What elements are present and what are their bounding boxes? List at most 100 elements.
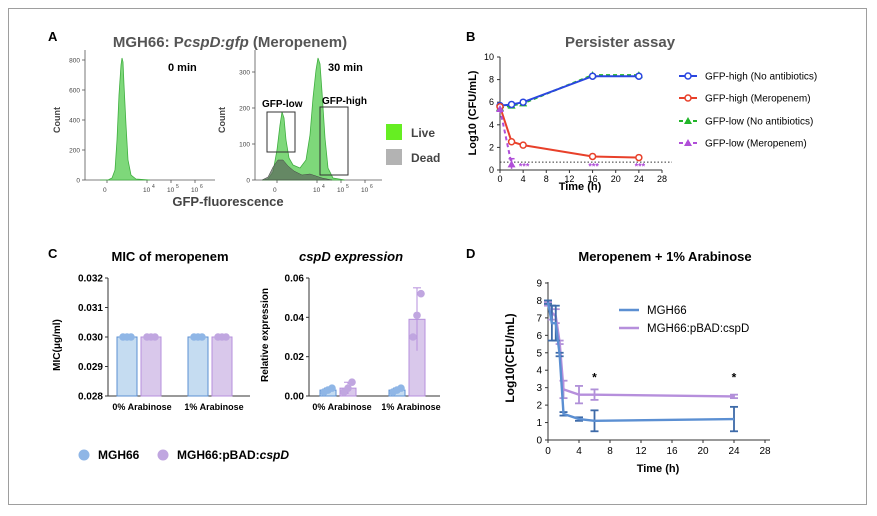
arabinose-plot: * *	[544, 299, 738, 433]
flow-xtick-exponent: 6	[200, 184, 203, 190]
flow-title: MGH66: PcspD:gfp (Meropenem)	[113, 34, 347, 51]
legend-mgh66: MGH66	[98, 448, 140, 462]
arabinose-ytick-label: 3	[536, 383, 542, 394]
arabinose-xtick-label: 20	[697, 446, 709, 457]
panel-a: MGH66: PcspD:gfp (Meropenem) Count 0 200 4…	[52, 34, 440, 209]
data-point	[507, 138, 516, 146]
persister-ytick-label: 6	[489, 97, 494, 107]
mic-plot: 0.028 0.029 0.030 0.031 0.032 0% Arabinose 1% …	[78, 274, 244, 413]
data-point	[635, 72, 643, 80]
mic-ylabel: MIC(μg/ml)	[52, 319, 63, 371]
expr-category-label: 1% Arabinose	[381, 402, 440, 412]
flow-ytick-label: 600	[69, 88, 80, 95]
series-line-1	[499, 106, 639, 159]
expr-ytick-label: 0.00	[285, 392, 305, 403]
persister-ytick-label: 2	[489, 142, 494, 152]
flow-xtick-label: 10	[167, 187, 175, 194]
expr-data-point	[417, 289, 425, 298]
persister-xtick-label: 16	[588, 174, 598, 184]
significance-marker: *	[732, 371, 737, 385]
persister-xtick-label: 8	[544, 174, 549, 184]
expr-data-point	[348, 378, 356, 387]
flow-right-xticks: 0 10 4 10 5 10 6	[273, 180, 373, 194]
significance-marker: ***	[635, 162, 646, 172]
gate-low-box	[266, 111, 296, 153]
persister-xtick-label: 4	[521, 174, 526, 184]
arabinose-ytick-label: 1	[536, 418, 542, 429]
legend-marker	[684, 139, 692, 146]
flow-ytick-label: 200	[239, 106, 250, 113]
panel-d: Meropenem + 1% Arabinose Log10(CFU/mL) T…	[503, 249, 771, 475]
flow-right-yticks: 0 100 200 300	[239, 70, 255, 185]
gate-low-label: GFP-low	[262, 99, 303, 110]
flow-xtick-exponent: 4	[322, 184, 325, 190]
arabinose-ytick-label: 4	[536, 366, 542, 377]
arabinose-xtick-label: 0	[545, 446, 551, 457]
gate-high-box	[319, 106, 349, 176]
legend-marker	[684, 94, 692, 102]
expr-data-point	[409, 333, 417, 341]
legend-label: GFP-high (Meropenem)	[705, 94, 811, 105]
persister-plot: *** *** ***	[496, 71, 672, 172]
data-point	[519, 141, 527, 149]
mic-bar	[211, 336, 233, 397]
significance-marker: *	[592, 371, 597, 385]
legend-pbad-dot	[157, 449, 169, 461]
flow-xtick-label: 0	[103, 187, 107, 194]
arabinose-xtick-label: 28	[759, 446, 771, 457]
persister-xtick-label: 24	[634, 174, 644, 184]
legend-mgh66-dot	[78, 449, 90, 461]
persister-ytick-label: 4	[489, 120, 494, 130]
arabinose-ytick-label: 2	[536, 401, 542, 412]
flow-ytick-label: 200	[69, 148, 80, 155]
panel-c-mic: MIC of meropenem MIC(μg/ml) 0.0280.0290.…	[52, 249, 250, 412]
significance-marker: ***	[588, 162, 599, 172]
legend-pbad: MGH66:pBAD:cspD	[177, 448, 289, 462]
arabinose-xlabel: Time (h)	[637, 463, 680, 475]
dead-swatch	[386, 149, 402, 165]
panel-b: Persister assay Log10 (CFU/mL) Time (h) …	[467, 34, 817, 193]
expr-data-point	[344, 384, 352, 392]
persister-title: Persister assay	[565, 34, 676, 51]
mic-ytick-label: 0.032	[78, 274, 103, 285]
mic-category-label: 0% Arabinose	[112, 402, 171, 412]
arabinose-series-line	[546, 301, 735, 423]
flow-xtick-label: 10	[337, 187, 345, 194]
dead-histogram-30min	[261, 159, 333, 181]
mic-data-point	[222, 333, 230, 341]
arabinose-xtick-label: 8	[607, 446, 613, 457]
flow-xtick-label: 10	[143, 187, 151, 194]
expr-title: cspD expression	[299, 249, 403, 264]
persister-legend: GFP-high (No antibiotics) GFP-high (Merop…	[679, 72, 817, 150]
flow-ytick-label: 800	[69, 58, 80, 65]
data-point	[519, 98, 527, 106]
legend-label: GFP-low (Meropenem)	[705, 139, 807, 150]
expr-ylabel: Relative expression	[260, 288, 271, 382]
expr-data-point	[413, 311, 421, 320]
arabinose-xtick-label: 16	[666, 446, 678, 457]
flow-xtick-label: 10	[313, 187, 321, 194]
time-label-30min: 30 min	[328, 62, 363, 74]
panel-label-d: D	[466, 246, 475, 261]
panel-label-a: A	[48, 29, 58, 44]
arabinose-xtick-label: 12	[635, 446, 647, 457]
mic-title: MIC of meropenem	[111, 249, 228, 264]
mic-data-point	[127, 333, 135, 341]
expr-data-point	[397, 384, 405, 392]
data-point	[496, 104, 504, 112]
data-point	[635, 153, 643, 162]
persister-xtick-label: 20	[611, 174, 621, 184]
live-swatch	[386, 124, 402, 140]
expr-ytick-label: 0.04	[285, 313, 305, 324]
arabinose-legend: MGH66 MGH66:pBAD:cspD	[619, 305, 749, 335]
flow-xtick-label: 10	[361, 187, 369, 194]
data-point	[588, 152, 597, 161]
persister-ytick-label: 8	[489, 75, 494, 85]
expr-plot: 0.00 0.02 0.04 0.06 0% Arabinose 1% Arabinose	[285, 274, 441, 413]
panel-c-expr: cspD expression Relative expression 0.00…	[260, 249, 441, 412]
flow-ytick-label: 100	[239, 142, 250, 149]
persister-ytick-label: 10	[484, 52, 494, 62]
mic-category-label: 1% Arabinose	[184, 402, 243, 412]
